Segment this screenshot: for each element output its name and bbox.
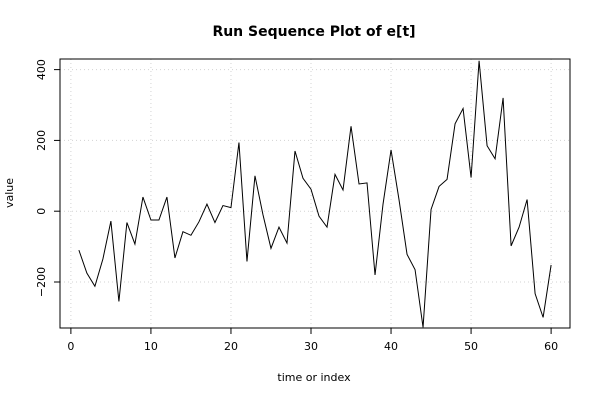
y-axis: −200 0 200 400 — [35, 59, 61, 297]
plot-frame — [59, 58, 571, 329]
x-axis: 0 10 20 30 40 50 60 — [67, 327, 558, 353]
x-tick-label: 30 — [304, 340, 318, 353]
grid — [60, 59, 570, 328]
x-axis-label: time or index — [277, 371, 351, 384]
x-tick-label: 20 — [224, 340, 238, 353]
x-tick-label: 0 — [67, 340, 74, 353]
chart-title: Run Sequence Plot of e[t] — [212, 24, 415, 40]
x-tick-label: 50 — [464, 340, 478, 353]
series-line — [78, 60, 552, 328]
x-tick-label: 10 — [144, 340, 158, 353]
y-tick-label: 0 — [35, 208, 48, 215]
y-tick-label: 400 — [35, 59, 48, 80]
y-axis-label: value — [3, 178, 16, 208]
y-tick-label: −200 — [35, 267, 48, 297]
x-tick-label: 40 — [384, 340, 398, 353]
x-tick-label: 60 — [544, 340, 558, 353]
y-tick-label: 200 — [35, 130, 48, 151]
